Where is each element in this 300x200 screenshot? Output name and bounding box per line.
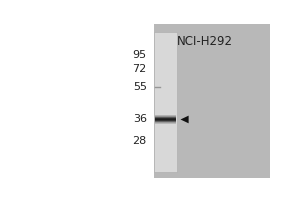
Text: 28: 28 bbox=[133, 136, 147, 146]
Bar bbox=[155, 117, 176, 118]
Bar bbox=[155, 116, 176, 117]
Text: 36: 36 bbox=[133, 114, 147, 124]
Polygon shape bbox=[181, 116, 189, 123]
Bar bbox=[154, 24, 270, 178]
Text: 72: 72 bbox=[133, 64, 147, 74]
Bar bbox=[155, 115, 176, 116]
Bar bbox=[155, 122, 176, 123]
Bar bbox=[38, 24, 154, 178]
Text: NCI-H292: NCI-H292 bbox=[177, 35, 233, 48]
Bar bbox=[155, 123, 176, 124]
Bar bbox=[155, 121, 176, 122]
Bar bbox=[154, 32, 177, 172]
Text: 55: 55 bbox=[133, 82, 147, 92]
Bar bbox=[155, 118, 176, 119]
Bar bbox=[155, 120, 176, 121]
Text: 95: 95 bbox=[133, 50, 147, 60]
Bar bbox=[155, 119, 176, 120]
